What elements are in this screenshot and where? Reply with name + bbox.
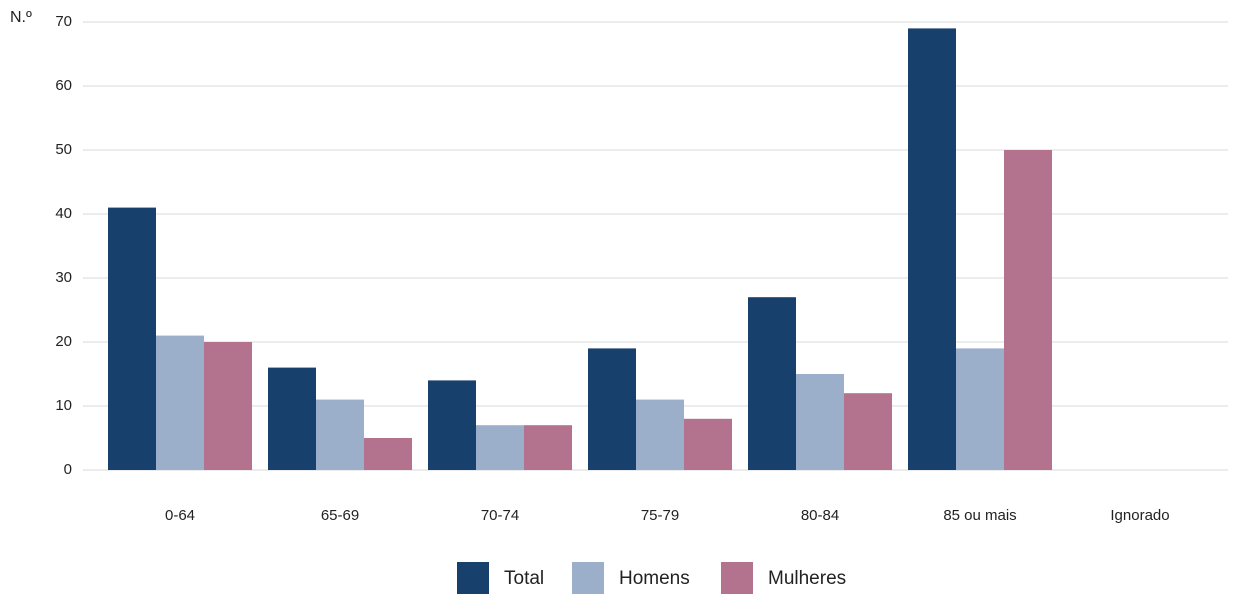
bar (956, 348, 1004, 470)
bar (684, 418, 732, 470)
bar (908, 28, 956, 471)
x-tick-label: 65-69 (321, 507, 359, 524)
y-tick-label: 40 (55, 205, 72, 222)
x-tick-label: 0-64 (165, 507, 195, 524)
bar (156, 335, 204, 470)
legend-swatch (457, 562, 489, 594)
legend-label: Homens (619, 568, 690, 589)
x-tick-label: 75-79 (641, 507, 679, 524)
x-tick-label: 80-84 (801, 507, 839, 524)
x-tick-label: 85 ou mais (943, 507, 1016, 524)
legend-label: Total (504, 568, 544, 589)
y-tick-label: 20 (55, 333, 72, 350)
legend-label: Mulheres (768, 568, 846, 589)
y-tick-label: 10 (55, 397, 72, 414)
bar (364, 438, 412, 470)
bar (316, 399, 364, 470)
bar (636, 399, 684, 470)
bar (204, 342, 252, 470)
bar (748, 297, 796, 470)
bar (108, 207, 156, 470)
bar (268, 367, 316, 470)
legend-swatch (572, 562, 604, 594)
y-axis-label: N.º (10, 9, 32, 26)
y-tick-label: 50 (55, 141, 72, 158)
y-tick-label: 60 (55, 77, 72, 94)
y-tick-label: 0 (64, 461, 72, 478)
bar (844, 393, 892, 470)
legend-swatch (721, 562, 753, 594)
bar (1004, 150, 1052, 470)
bar (428, 380, 476, 470)
y-tick-label: 30 (55, 269, 72, 286)
x-tick-label: Ignorado (1110, 507, 1169, 524)
bar (588, 348, 636, 470)
bar (524, 425, 572, 470)
bar (796, 374, 844, 470)
x-tick-label: 70-74 (481, 507, 519, 524)
y-tick-label: 70 (55, 13, 72, 30)
bar (476, 425, 524, 470)
